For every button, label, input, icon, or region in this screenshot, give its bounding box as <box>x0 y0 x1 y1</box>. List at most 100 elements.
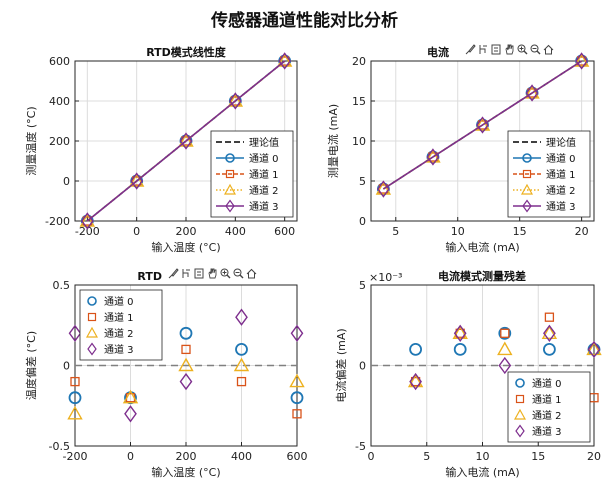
legend[interactable]: 通道 0 通道 1 通道 2 通道 3 <box>79 289 163 361</box>
x-tick-label: 600 <box>287 450 308 463</box>
legend-entry[interactable]: 理论值 <box>513 136 576 149</box>
data-point-s3-3 <box>524 85 540 99</box>
brush-icon[interactable] <box>464 43 476 55</box>
x-axis-label: 输入电流 (mA) <box>445 240 519 254</box>
x-tick-label: 400 <box>231 450 252 463</box>
legend-entry[interactable]: 通道 0 <box>216 152 279 165</box>
data-point-s1-4 <box>292 409 302 419</box>
legend-marker-triangle <box>223 183 237 195</box>
legend-entry[interactable]: 通道 1 <box>513 168 576 181</box>
series-line-4 <box>382 60 583 190</box>
x-tick-label: 10 <box>451 225 465 238</box>
legend-marker-diamond <box>225 199 235 213</box>
x-tick-label: 5 <box>423 450 430 463</box>
zoom-in-icon[interactable] <box>219 267 231 279</box>
data-point-s3-1 <box>128 173 145 187</box>
x-tick-label: 400 <box>225 225 246 238</box>
data-layer <box>79 52 293 230</box>
data-point-s3-3 <box>235 308 248 326</box>
axes-title: 电流模式测量残差 <box>438 269 526 283</box>
zoom-in-icon[interactable] <box>516 43 528 55</box>
y-tick-label: -200 <box>45 215 70 228</box>
data-point-s3-4 <box>573 53 590 67</box>
datatip-box-icon[interactable] <box>490 43 502 55</box>
data-point-s3-1 <box>425 149 441 163</box>
legend-marker-square <box>225 169 235 179</box>
data-point-s4-1 <box>130 172 144 190</box>
brush-icon[interactable] <box>167 267 179 279</box>
x-tick-label: -200 <box>75 225 100 238</box>
legend-box[interactable] <box>79 289 163 361</box>
data-tips-icon[interactable] <box>180 267 192 279</box>
x-tick-label: 200 <box>176 225 197 238</box>
legend-marker-diamond <box>87 342 97 356</box>
legend-label: 通道 3 <box>249 200 279 213</box>
legend-label: 通道 2 <box>532 409 562 422</box>
y-tick-label: 15 <box>352 95 366 108</box>
data-point-s1-2 <box>181 344 191 355</box>
legend-label: 通道 3 <box>104 343 134 356</box>
legend-entry[interactable]: 通道 3 <box>515 424 562 438</box>
axes-toolbar[interactable] <box>167 267 257 279</box>
y-tick-label: -0.5 <box>49 440 70 453</box>
y-tick-label: -5 <box>355 440 366 453</box>
data-point-s0-2 <box>179 326 193 340</box>
legend-entry[interactable]: 通道 0 <box>515 377 562 390</box>
data-point-s0-4 <box>290 391 304 405</box>
data-point-s3-2 <box>498 356 512 375</box>
y-axis-label: 电流偏差 (mA) <box>334 328 348 402</box>
x-tick-label: 20 <box>587 450 601 463</box>
data-point-s4-3 <box>525 84 539 102</box>
zoom-out-icon[interactable] <box>529 43 541 55</box>
x-tick-label: 15 <box>513 225 527 238</box>
legend-box[interactable] <box>507 371 591 443</box>
legend-marker-triangle <box>85 326 99 338</box>
datatip-box-icon[interactable] <box>193 267 205 279</box>
x-tick-label: 0 <box>368 450 375 463</box>
data-point-s2-3 <box>233 357 250 372</box>
legend-entry[interactable]: 通道 1 <box>87 311 134 324</box>
axes-title: RTD <box>137 270 162 283</box>
home-icon[interactable] <box>245 267 257 279</box>
home-icon[interactable] <box>542 43 554 55</box>
legend-entry[interactable]: 通道 0 <box>513 152 576 165</box>
legend-entry[interactable]: 理论值 <box>216 136 279 149</box>
data-point-s3-3 <box>227 93 244 107</box>
axes-toolbar[interactable] <box>464 43 554 55</box>
legend-box[interactable] <box>507 130 591 218</box>
legend-entry[interactable]: 通道 2 <box>85 326 134 340</box>
legend[interactable]: 通道 0 通道 1 通道 2 通道 3 <box>507 371 591 443</box>
legend-label: 通道 0 <box>532 377 562 390</box>
legend-label: 通道 2 <box>546 184 576 197</box>
legend-entry[interactable]: 通道 2 <box>513 408 562 422</box>
data-point-s3-2 <box>178 133 194 147</box>
data-tips-icon[interactable] <box>477 43 489 55</box>
pan-hand-icon[interactable] <box>503 43 515 55</box>
legend-marker-square <box>515 394 525 404</box>
legend-entry[interactable]: 通道 3 <box>87 342 134 356</box>
legend-label: 通道 0 <box>104 295 134 308</box>
legend-entry[interactable]: 通道 0 <box>87 295 134 308</box>
pan-hand-icon[interactable] <box>206 267 218 279</box>
legend-label: 通道 2 <box>249 184 279 197</box>
data-point-s1-3 <box>236 376 247 387</box>
legend-marker-circle <box>225 153 235 163</box>
legend-entry[interactable]: 通道 1 <box>216 168 279 181</box>
y-tick-label: 400 <box>49 95 70 108</box>
legend-entry[interactable]: 通道 2 <box>216 183 279 197</box>
y-tick-label: 0 <box>359 215 366 228</box>
legend-marker-triangle <box>513 408 527 420</box>
legend-entry[interactable]: 通道 3 <box>216 199 279 213</box>
data-point-s4-0 <box>377 180 390 198</box>
x-axis-label: 输入电流 (mA) <box>445 465 519 479</box>
x-tick-label: 200 <box>176 450 197 463</box>
x-tick-label: 15 <box>531 450 545 463</box>
zoom-out-icon[interactable] <box>232 267 244 279</box>
legend-entry[interactable]: 通道 3 <box>513 199 576 213</box>
legend-label: 通道 0 <box>546 152 576 165</box>
legend-entry[interactable]: 通道 1 <box>515 393 562 406</box>
data-point-s0-3 <box>543 342 556 356</box>
legend-entry[interactable]: 通道 2 <box>513 183 576 197</box>
